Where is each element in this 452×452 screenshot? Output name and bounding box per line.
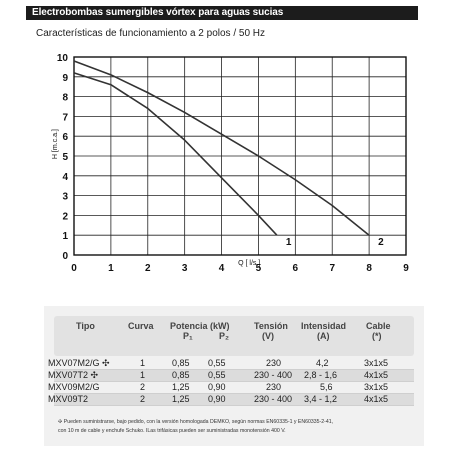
header-bar: Electrobombas sumergibles vórtex para ag… [26,6,418,20]
cell-tipo: MXV09T2 [48,394,89,404]
y-tick-label: 7 [62,112,68,123]
spec-table-panel: Tipo Curva Potencia (kW) P₁ P₂ Tensión (… [44,306,424,446]
cell-intensidad: 2,8 - 1,6 [304,370,338,380]
x-tick-label: 7 [329,263,335,274]
cell-p1: 0,85 [172,370,190,380]
cell-tension: 230 [266,382,282,392]
y-tick-label: 10 [57,53,69,64]
x-tick-label: 9 [403,263,409,274]
header-tipo: Tipo [76,321,95,331]
table-row: MXV07T2 ✣ 1 0,85 0,55 230 - 400 2,8 - 1,… [48,370,414,382]
series-line-2 [73,60,370,236]
header-potencia: Potencia (kW) [170,321,230,331]
plot-frame [73,56,407,256]
cell-intensidad: 3,4 - 1,2 [304,394,338,404]
spec-table-header: Tipo Curva Potencia (kW) P₁ P₂ Tensión (… [54,316,414,356]
cell-tipo: MXV07M2/G ✣ [48,358,110,368]
table-row: MXV09T2 2 1,25 0,90 230 - 400 3,4 - 1,2 … [48,394,414,406]
chart-subtitle: Características de funcionamiento a 2 po… [36,28,266,39]
header-intensidad: Intensidad [301,321,347,331]
cell-intensidad: 5,6 [320,382,333,392]
x-tick-label: 4 [219,263,225,274]
cell-curva: 2 [140,394,146,404]
cell-tipo: MXV07T2 ✣ [48,370,99,380]
footnote-line: con 10 m de cable y enchufe Schuko. ILas… [58,428,286,434]
cell-curva: 2 [140,382,146,392]
cell-tension: 230 - 400 [254,394,293,404]
y-tick-label: 0 [62,251,68,262]
cell-p2: 0,55 [208,358,226,368]
cell-cable: 3x1x5 [364,358,389,368]
header-p2: P₂ [219,331,230,341]
x-tick-label: 1 [108,263,114,274]
cell-tipo: MXV09M2/G [48,382,100,392]
x-tick-label: 2 [145,263,151,274]
header-curva: Curva [128,321,154,331]
header-cable-note: (*) [372,331,382,341]
page-title: Electrobombas sumergibles vórtex para ag… [32,7,284,18]
header-tension-unit: (V) [262,331,274,341]
y-tick-label: 5 [62,152,68,163]
y-tick-label: 9 [62,73,68,84]
x-tick-label: 5 [256,263,262,274]
cell-cable: 4x1x5 [364,394,389,404]
cell-cable: 4x1x5 [364,370,389,380]
header-tension: Tensión [254,321,288,331]
y-axis-label: H [m.c.a.] [52,129,59,159]
x-tick-label: 8 [366,263,372,274]
header-intensidad-unit: (A) [317,331,330,341]
x-tick-label: 3 [182,263,188,274]
cell-curva: 1 [140,358,146,368]
series-line-1 [73,72,278,236]
table-row: MXV07M2/G ✣ 1 0,85 0,55 230 4,2 3x1x5 [48,358,414,370]
x-axis-label: Q [ l/s ] [238,260,260,267]
cell-intensidad: 4,2 [316,358,329,368]
cell-p2: 0,90 [208,382,226,392]
cell-p1: 1,25 [172,382,190,392]
series-label-1: 1 [286,237,292,248]
header-potencia-label: Potencia (kW) [170,321,230,331]
cell-cable: 3x1x5 [364,382,389,392]
footnote-line: ✣ Pueden suministrarse, bajo pedido, con… [58,419,334,425]
cell-curva: 1 [140,370,146,380]
series-label-2: 2 [378,237,384,248]
performance-chart: 0 1 2 3 4 5 6 7 8 9 0 1 2 3 4 5 6 7 8 9 10 Q [ l/s ] H [m.c.a.… [52,53,409,274]
cell-p2: 0,55 [208,370,226,380]
y-tick-label: 6 [62,132,68,143]
cell-p1: 1,25 [172,394,190,404]
y-tick-label: 1 [62,231,68,242]
cell-p2: 0,90 [208,394,226,404]
cell-tension: 230 [266,358,282,368]
table-row: MXV09M2/G 2 1,25 0,90 230 5,6 3x1x5 [48,382,414,394]
y-tick-label: 3 [62,192,68,203]
cell-tension: 230 - 400 [254,370,293,380]
x-tick-label: 6 [293,263,299,274]
y-tick-label: 2 [62,211,68,222]
header-cable: Cable [366,321,391,331]
header-p1: P₁ [183,331,193,341]
y-tick-label: 8 [62,93,68,104]
y-tick-label: 4 [62,172,68,183]
x-tick-label: 0 [71,263,77,274]
cell-p1: 0,85 [172,358,190,368]
